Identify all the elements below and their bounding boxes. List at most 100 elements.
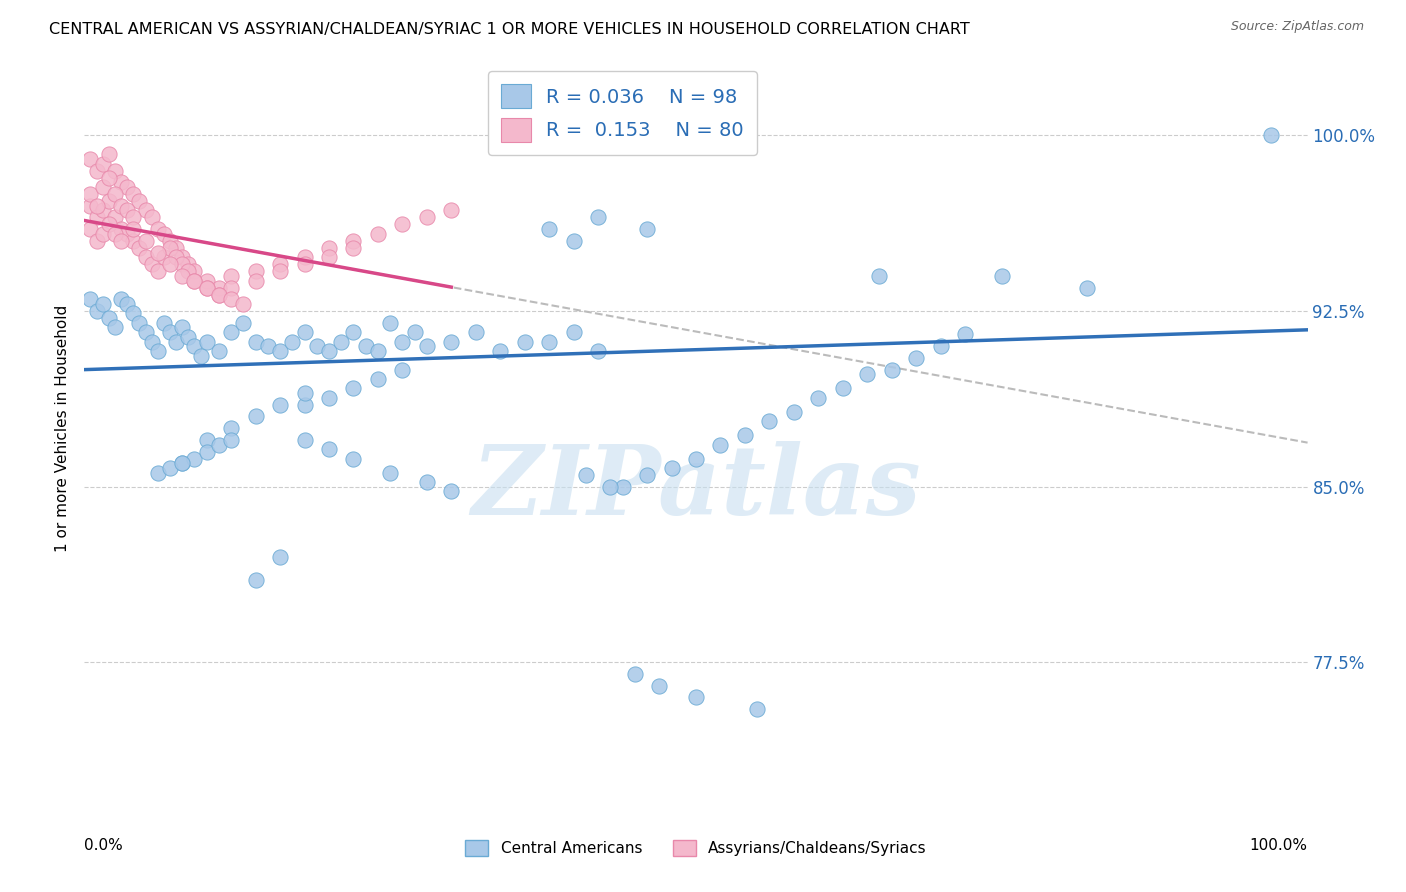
Point (294, 398, 316, 412)
Point (880, 362, 903, 376)
Point (153, 227, 176, 241)
Point (122, 306, 145, 320)
Text: ZIPatlas: ZIPatlas (471, 442, 921, 535)
Point (391, 218, 413, 232)
Point (416, 339, 439, 353)
Point (391, 362, 413, 376)
Point (122, 234, 145, 248)
Point (135, 250, 157, 264)
Point (97, 147, 120, 161)
Point (135, 203, 157, 218)
Point (104, 211, 127, 225)
Point (367, 343, 389, 358)
Point (318, 343, 340, 358)
Point (110, 199, 132, 213)
Point (294, 250, 316, 264)
Point (195, 444, 218, 458)
Point (97, 311, 120, 326)
Point (245, 409, 267, 424)
Point (146, 466, 169, 480)
Point (115, 297, 138, 311)
Point (208, 287, 231, 301)
Point (183, 339, 205, 353)
Point (269, 549, 291, 564)
Point (245, 574, 267, 588)
Point (747, 702, 769, 716)
Point (269, 343, 291, 358)
Point (190, 349, 212, 363)
Point (79, 199, 101, 213)
Point (636, 222, 658, 236)
Point (599, 480, 621, 494)
Point (141, 211, 163, 225)
Point (172, 257, 194, 271)
Point (636, 467, 658, 482)
Point (269, 257, 291, 271)
Point (115, 203, 138, 218)
Point (391, 334, 413, 349)
Point (183, 274, 205, 288)
Point (86, 234, 108, 248)
Point (135, 234, 157, 248)
Point (165, 250, 187, 264)
Point (97, 218, 120, 232)
Point (115, 180, 138, 194)
Point (86, 304, 108, 318)
Point (219, 293, 242, 307)
Point (146, 222, 169, 236)
Point (195, 334, 218, 349)
Point (783, 405, 806, 419)
Point (141, 257, 163, 271)
Point (153, 250, 176, 264)
Point (330, 334, 353, 349)
Point (648, 679, 671, 693)
Point (86, 199, 108, 213)
Point (91, 156, 114, 170)
Point (257, 339, 280, 353)
Point (1076, 280, 1098, 294)
Point (159, 257, 181, 271)
Point (232, 297, 254, 311)
Point (416, 475, 439, 489)
Point (367, 372, 389, 386)
Point (380, 316, 402, 330)
Point (219, 421, 242, 435)
Point (79, 293, 101, 307)
Point (367, 227, 389, 241)
Point (685, 690, 707, 705)
Text: CENTRAL AMERICAN VS ASSYRIAN/CHALDEAN/SYRIAC 1 OR MORE VEHICLES IN HOUSEHOLD COR: CENTRAL AMERICAN VS ASSYRIAN/CHALDEAN/SY… (49, 22, 970, 37)
Point (172, 456, 194, 470)
Point (440, 334, 463, 349)
Point (146, 264, 169, 278)
Point (177, 264, 200, 278)
Text: Source: ZipAtlas.com: Source: ZipAtlas.com (1230, 20, 1364, 33)
Point (146, 245, 169, 260)
Point (219, 325, 242, 339)
Point (91, 203, 114, 218)
Point (79, 222, 101, 236)
Point (110, 234, 132, 248)
Point (110, 175, 132, 189)
Point (159, 241, 181, 255)
Point (685, 451, 707, 466)
Point (110, 293, 132, 307)
Point (172, 456, 194, 470)
Point (104, 227, 127, 241)
Point (905, 351, 928, 365)
Point (831, 381, 853, 395)
Point (165, 334, 187, 349)
Point (172, 250, 194, 264)
Legend: Central Americans, Assyrians/Chaldeans/Syriacs: Central Americans, Assyrians/Chaldeans/S… (460, 834, 932, 863)
Point (734, 428, 756, 442)
Point (807, 391, 830, 405)
Point (86, 163, 108, 178)
Point (219, 433, 242, 447)
Point (141, 334, 163, 349)
Point (208, 437, 231, 451)
Point (342, 451, 364, 466)
Point (318, 391, 340, 405)
Point (153, 316, 176, 330)
Point (183, 451, 205, 466)
Point (195, 280, 218, 294)
Point (440, 203, 463, 218)
